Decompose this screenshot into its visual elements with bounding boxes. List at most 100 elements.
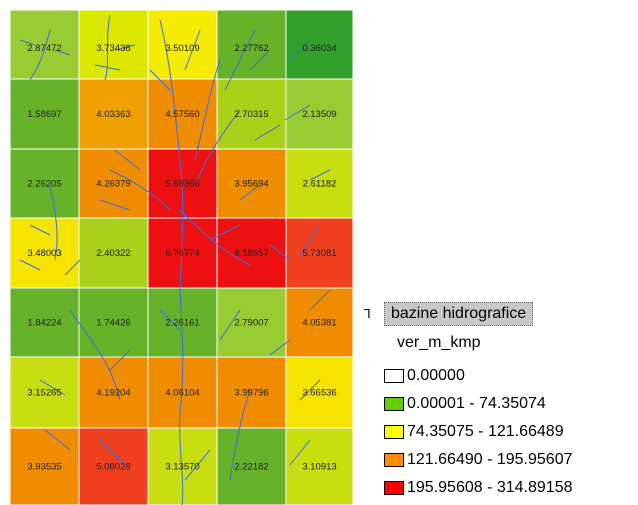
cell-value-label: 2.13509 [302,109,336,120]
cell-value-label: 4.57560 [165,109,199,120]
grid-cell[interactable] [285,217,353,289]
legend-class-label: 195.95608 - 314.89158 [407,479,573,496]
grid-cell[interactable] [216,10,287,80]
stream-line [219,309,241,341]
legend-panel: ⅂ bazine hidrografice ver_m_kmp 0.00000 … [364,302,634,502]
cell-value-label: 2.87472 [27,43,61,54]
stream-line [19,39,36,46]
legend-swatch [384,397,404,411]
stream-line [49,184,58,261]
grid-cell[interactable] [285,356,353,429]
legend-class-label: 0.00000 [407,367,465,384]
legend-class-3: 74.35075 - 121.66489 [384,422,564,442]
cell-value-label: 4.26379 [96,179,130,190]
cell-value-label: 3.50109 [165,43,199,54]
legend-swatch [384,425,404,439]
grid-cell[interactable] [10,427,80,505]
collapse-toggle-icon[interactable]: ⅂ [364,307,371,321]
cell-value-label: 1.74426 [96,318,130,329]
stream-line [289,39,311,61]
legend-class-1: 0.00000 [384,366,465,386]
grid-cell[interactable] [78,78,149,150]
grid-cell[interactable] [78,148,149,219]
stream-line [184,449,211,481]
grid-cell[interactable] [78,217,149,289]
cell-value-label: 3.73438 [96,43,130,54]
stream-line [284,104,311,121]
grid-cell[interactable] [78,287,149,358]
stream-line [114,44,136,51]
cell-value-label: 2.61182 [303,179,337,190]
stream-line [114,149,141,171]
stream-line [29,29,51,81]
stream-line [54,49,71,56]
cell-value-label: 3.48003 [27,248,61,259]
legend-swatch [384,453,404,467]
cell-value-label: 1.84224 [27,318,61,329]
cell-value-label: 3.99796 [234,388,268,399]
legend-class-label: 121.66490 - 195.95607 [407,451,573,468]
stream-line [69,309,121,401]
layer-name[interactable]: bazine hidrografice [384,302,534,326]
stream-line [44,429,71,451]
cell-value-label: 4.05381 [302,318,336,329]
stream-line [224,29,256,91]
legend-class-label: 0.00001 - 74.35074 [407,395,546,412]
grid-cell[interactable] [285,427,353,505]
stream-line [239,184,261,201]
cell-value-label: 2.79007 [234,318,268,329]
grid-cell[interactable] [216,427,287,505]
cell-value-label: 3.13570 [165,462,199,473]
grid-cell[interactable] [10,217,80,289]
grid-cell[interactable] [10,356,80,429]
grid-cell[interactable] [216,78,287,150]
grid-cell[interactable] [216,287,287,358]
legend-class-2: 0.00001 - 74.35074 [384,394,546,414]
grid-cell[interactable] [10,287,80,358]
stream-line [29,224,51,236]
stream-line [179,289,184,505]
stream-line [99,439,126,466]
stream-line [309,289,331,311]
cell-value-label: 6.76774 [165,248,199,259]
stream-line [109,349,131,371]
cell-value-label: 3.95694 [234,179,268,190]
stream-line [159,19,184,291]
stream-line [299,224,321,256]
cell-value-label: 0.36034 [302,43,336,54]
cell-value-label: 5.69366 [165,179,199,190]
grid-cell[interactable] [285,78,353,150]
legend-swatch [384,481,404,495]
cell-value-label: 8.18657 [234,248,268,259]
cell-value-label: 2.26205 [27,179,61,190]
cell-value-label: 3.93535 [27,462,61,473]
stream-line [104,14,111,81]
stream-line [309,169,331,181]
stream-line [249,49,271,71]
cell-value-label: 5.08028 [96,462,130,473]
legend-class-5: 195.95608 - 314.89158 [384,478,572,498]
cell-value-label: 3.66536 [302,388,336,399]
stream-line [19,259,41,271]
stream-line [99,199,131,211]
stream-line [209,224,241,241]
cell-value-label: 1.58697 [27,109,61,120]
legend-swatch [384,369,404,383]
stream-line [94,64,121,71]
grid-cell[interactable] [216,217,287,289]
stream-line [269,339,291,356]
cell-value-label: 2.40322 [96,248,130,259]
stream-line [184,29,201,71]
cell-value-label: 5.73081 [302,248,336,259]
cell-value-label: 4.03363 [96,109,130,120]
grid-cell[interactable] [285,148,353,219]
grid-cell[interactable] [216,148,287,219]
legend-class-4: 121.66490 - 195.95607 [384,450,572,470]
cell-value-label: 3.10913 [302,462,336,473]
map-canvas[interactable]: 2.87472 3.73438 3.50109 2.27762 0.36034 1.586… [10,10,353,505]
grid-cell[interactable] [78,10,149,80]
grid-cell[interactable] [10,78,80,150]
grid-cell[interactable] [10,148,80,219]
grid-cell[interactable] [285,10,353,80]
grid-map: 2.87472 3.73438 3.50109 2.27762 0.36034 1.586… [10,10,353,505]
